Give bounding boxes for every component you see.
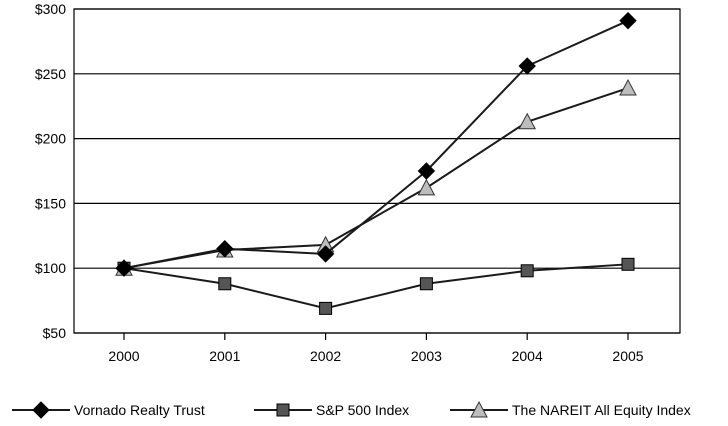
x-tick-label: 2004 [512,348,543,364]
legend-item-2: The NAREIT All Equity Index [450,400,691,418]
legend-label: The NAREIT All Equity Index [512,402,691,418]
data-point [619,11,637,30]
data-point [518,112,537,130]
x-tick-label: 2005 [612,348,643,364]
series-1 [117,257,635,315]
legend-marker [470,400,488,418]
legend: Vornado Realty Trust S&P 500 Index The NAR… [12,400,691,419]
legend-marker [276,403,290,417]
x-tick-label: 2000 [108,348,139,364]
data-point [518,57,536,75]
series-2 [115,78,637,276]
legend-marker [32,401,50,419]
data-point [115,259,133,277]
y-tick-label: $50 [43,325,67,341]
legend-item-0: Vornado Realty Trust [12,401,205,419]
series-line [123,87,629,270]
data-point [316,245,335,263]
x-tick-label: 2002 [310,348,341,364]
plot-frame [73,8,681,334]
data-point [218,277,232,291]
legend-label: Vornado Realty Trust [74,402,205,418]
x-tick-label: 2003 [411,348,442,364]
y-tick-label: $150 [35,195,66,211]
y-tick-label: $250 [35,66,66,82]
series-line [123,19,629,270]
y-tick-label: $200 [35,131,66,147]
data-point [621,257,635,271]
legend-item-1: S&P 500 Index [254,402,409,418]
data-point [419,277,433,291]
y-tick-label: $300 [35,1,66,17]
data-point [417,162,436,180]
data-point [520,264,534,278]
plot-area: $50 $100 $150 $200 $250 $300 2000 2001 2002 2003 2… [35,1,681,364]
data-point [619,78,637,96]
series-line [123,263,629,310]
legend-label: S&P 500 Index [316,402,409,418]
y-tick-label: $100 [35,260,66,276]
x-tick-label: 2001 [209,348,240,364]
data-point [319,301,333,315]
series-0 [115,11,637,277]
data-point [216,240,234,258]
data-point [417,178,436,196]
